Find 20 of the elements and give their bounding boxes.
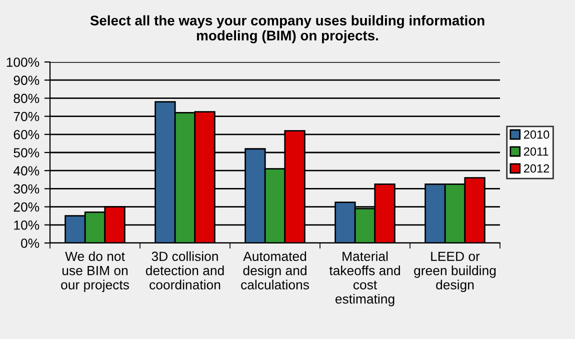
y-tick-label: 90% — [14, 76, 40, 86]
y-tick-label: 100% — [6, 58, 40, 67]
legend-label: 2010 — [524, 130, 550, 139]
y-tick-label: 60% — [14, 130, 40, 140]
x-tick-label: Automated design and calculations — [241, 251, 309, 290]
y-tick-label: 10% — [14, 220, 40, 230]
y-tick-label: 0% — [21, 238, 40, 248]
legend-label: 2011 — [524, 147, 548, 156]
x-tick-label: LEED or green building design — [414, 252, 496, 292]
y-tick-label: 50% — [14, 148, 40, 158]
legend-label: 2012 — [524, 164, 550, 173]
chart-title: Select all the ways your company uses building information modeling (BIM) on projects. — [90, 15, 484, 44]
y-tick-label: 30% — [14, 184, 40, 194]
x-tick-label: We do not use BIM on our projects — [61, 251, 129, 292]
y-tick-label: 70% — [14, 112, 40, 122]
x-tick-label: Material takeoffs and cost estimating — [329, 251, 400, 306]
y-tick-label: 40% — [13, 166, 40, 176]
x-tick-label: 3D collision detection and coordination — [146, 251, 224, 290]
y-tick-label: 20% — [14, 202, 40, 212]
y-tick-label: 80% — [14, 94, 40, 104]
